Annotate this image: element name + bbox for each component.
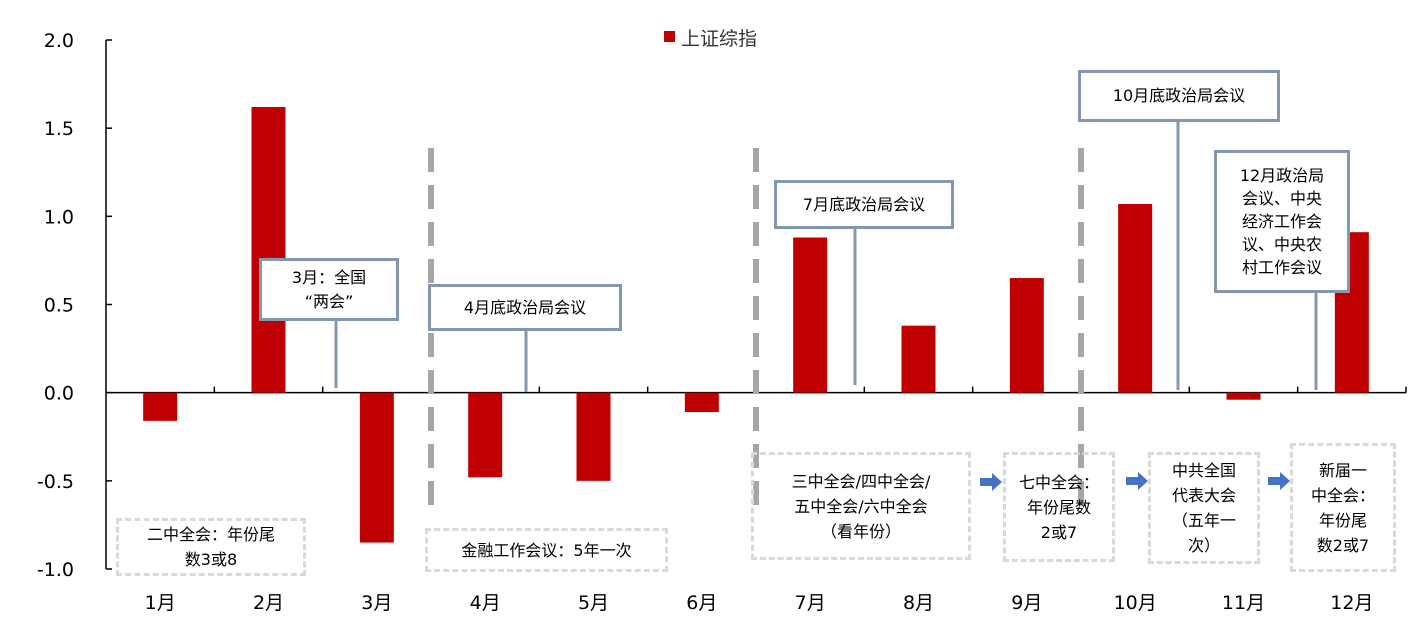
arrow-right-icon xyxy=(980,473,1002,491)
note-second-plenum: 二中全会：年份尾 数3或8 xyxy=(116,518,306,576)
y-tick-label: 1.0 xyxy=(44,206,74,228)
x-tick-label: 7月 xyxy=(795,592,826,614)
annotation-march: 3月：全国 “两会” xyxy=(259,258,399,321)
connectors xyxy=(334,122,1318,392)
bar xyxy=(1226,392,1261,400)
y-tick-label: -0.5 xyxy=(37,471,74,493)
note-seventh-plenum: 七中全会： 年份尾数 2或7 xyxy=(1003,452,1115,562)
arrow-right-icon xyxy=(1268,472,1290,490)
x-tick-label: 8月 xyxy=(903,592,934,614)
y-tick-label: 2.0 xyxy=(44,30,74,52)
y-tick-label: 0.0 xyxy=(44,383,74,405)
x-tick-label: 10月 xyxy=(1114,592,1157,614)
legend-swatch xyxy=(664,31,675,42)
bar xyxy=(359,392,394,543)
note-3-6-plenums: 三中全会/四中全会/ 五中全会/六中全会 （看年份） xyxy=(751,452,971,560)
bar xyxy=(1118,203,1153,393)
legend: 上证综指 xyxy=(664,28,757,50)
x-tick-label: 4月 xyxy=(470,592,501,614)
legend-label: 上证综指 xyxy=(681,28,757,50)
x-tick-label: 5月 xyxy=(578,592,609,614)
bars xyxy=(143,107,1369,543)
bar xyxy=(251,107,286,393)
annotation-april: 4月底政治局会议 xyxy=(428,284,622,331)
bar xyxy=(684,392,719,413)
bar xyxy=(576,392,611,481)
y-tick-label: 1.5 xyxy=(44,118,74,140)
note-first-plenum: 新届一 中全会： 年份尾 数2或7 xyxy=(1290,443,1396,572)
arrow-right-icon xyxy=(1126,472,1148,490)
bar xyxy=(1009,278,1044,393)
bar xyxy=(143,392,178,421)
annotation-july: 7月底政治局会议 xyxy=(774,180,954,229)
annotation-december: 12月政治局 会议、中央 经济工作会 议、中央农 村工作会议 xyxy=(1214,150,1350,293)
note-national-congress: 中共全国 代表大会 （五年一 次） xyxy=(1148,452,1260,564)
y-tick-label: -1.0 xyxy=(37,559,74,581)
note-finance-conference: 金融工作会议：5年一次 xyxy=(425,528,668,572)
x-tick-label: 6月 xyxy=(686,592,717,614)
x-tick-label: 9月 xyxy=(1011,592,1042,614)
x-tick-label: 2月 xyxy=(253,592,284,614)
bar xyxy=(793,237,828,393)
y-tick-label: 0.5 xyxy=(44,295,74,317)
bar xyxy=(901,325,936,393)
x-tick-label: 3月 xyxy=(361,592,392,614)
x-tick-label: 11月 xyxy=(1222,592,1265,614)
annotation-october: 10月底政治局会议 xyxy=(1078,70,1280,122)
x-tick-label: 12月 xyxy=(1330,592,1373,614)
bar xyxy=(468,392,503,478)
x-tick-label: 1月 xyxy=(145,592,176,614)
